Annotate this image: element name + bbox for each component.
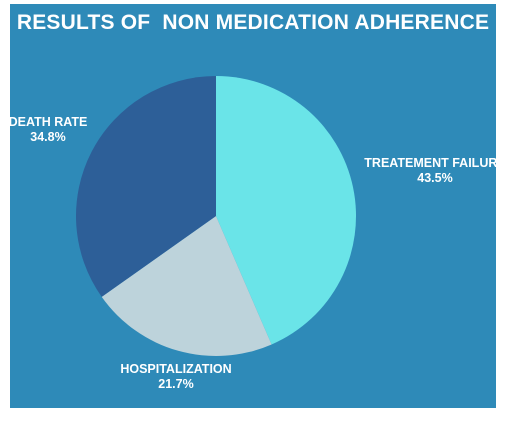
slice-label-hospitalization: HOSPITALIZATION 21.7% bbox=[106, 362, 246, 392]
slice-label-hospitalization-name: HOSPITALIZATION bbox=[120, 362, 232, 376]
slice-label-treatment-failure-value: 43.5% bbox=[417, 171, 453, 185]
chart-title: RESULTS OF NON MEDICATION ADHERENCE bbox=[16, 11, 490, 34]
pie-slice-death-rate bbox=[75, 76, 217, 297]
slice-label-death-rate-name: DEATH RATE bbox=[8, 115, 88, 129]
chart-card: RESULTS OF NON MEDICATION ADHERENCE TREA… bbox=[8, 4, 505, 408]
pie-chart bbox=[75, 76, 357, 357]
slice-label-death-rate: DEATH RATE 34.8% bbox=[8, 115, 88, 145]
slice-label-treatment-failure-name: TREATEMENT FAILURE bbox=[364, 156, 505, 170]
pie-slice-hospitalization bbox=[101, 216, 272, 357]
slice-label-hospitalization-value: 21.7% bbox=[158, 377, 194, 391]
pie-slice-treatment-failure bbox=[216, 76, 357, 345]
slice-label-treatment-failure: TREATEMENT FAILURE 43.5% bbox=[360, 156, 505, 186]
slice-label-death-rate-value: 34.8% bbox=[30, 130, 66, 144]
